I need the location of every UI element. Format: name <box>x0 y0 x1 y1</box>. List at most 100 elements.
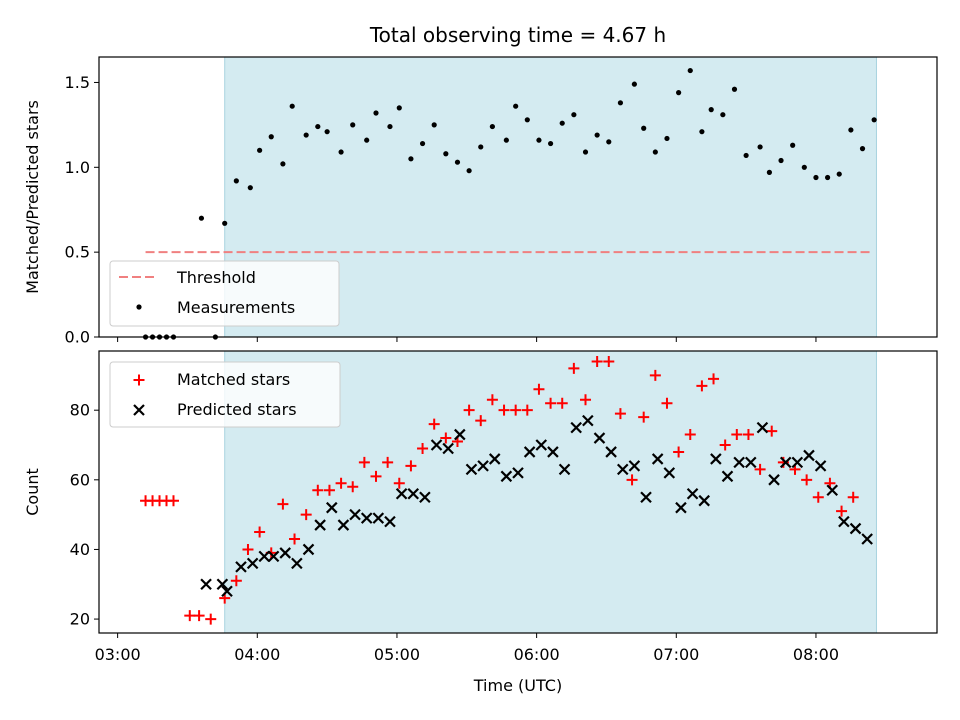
x-tick-label: 05:00 <box>374 645 420 664</box>
data-point <box>684 429 696 441</box>
data-point <box>605 446 617 458</box>
data-point <box>463 404 475 416</box>
legend: Threshold Measurements <box>109 260 340 327</box>
data-point <box>216 578 229 591</box>
legend-swatch-measurements <box>136 304 142 310</box>
data-point <box>790 142 796 148</box>
data-point <box>847 491 859 503</box>
data-point <box>754 463 766 475</box>
data-point <box>699 129 705 135</box>
data-point <box>861 533 873 545</box>
data-point <box>205 613 217 625</box>
data-point <box>475 415 487 427</box>
data-point <box>571 112 577 118</box>
data-point <box>384 515 396 528</box>
data-point <box>478 144 484 150</box>
data-point <box>370 470 382 482</box>
data-point <box>556 397 568 409</box>
data-point <box>664 135 670 142</box>
data-point <box>230 575 242 587</box>
data-point <box>559 120 565 126</box>
data-point <box>836 505 848 517</box>
data-point <box>594 132 600 138</box>
data-point <box>257 147 263 153</box>
data-point <box>489 123 495 130</box>
data-point <box>347 481 359 493</box>
data-point <box>687 67 693 74</box>
data-point <box>686 487 699 500</box>
legend-label: Threshold <box>176 268 256 287</box>
data-point <box>246 557 259 570</box>
data-point <box>358 456 370 468</box>
data-point <box>676 90 682 96</box>
data-point <box>430 439 443 451</box>
data-point <box>743 152 749 159</box>
data-point <box>247 185 253 191</box>
data-point <box>279 547 291 559</box>
legend-label: Matched stars <box>177 370 290 389</box>
data-point <box>731 86 738 92</box>
data-point <box>442 442 454 455</box>
data-point <box>395 487 408 500</box>
y-tick-label: 80 <box>70 401 90 420</box>
y-tick-label: 0.5 <box>65 243 90 262</box>
data-point <box>488 453 501 465</box>
data-point <box>696 380 708 392</box>
data-point <box>757 144 763 150</box>
data-point <box>454 159 461 165</box>
legend-label: Predicted stars <box>177 400 297 419</box>
data-point <box>626 474 638 486</box>
data-point <box>303 132 309 138</box>
data-point <box>405 460 417 472</box>
data-point <box>235 561 247 573</box>
data-point <box>849 522 862 535</box>
data-point <box>791 456 804 469</box>
data-point <box>396 105 402 111</box>
data-point <box>652 149 658 155</box>
y-axis-title: Count <box>23 468 42 516</box>
data-point <box>477 460 489 472</box>
data-point <box>503 137 509 143</box>
data-point <box>372 512 385 524</box>
legend-label: Measurements <box>177 298 295 317</box>
data-point <box>465 463 478 476</box>
data-point <box>200 578 212 591</box>
data-point <box>591 355 603 367</box>
data-point <box>616 463 629 476</box>
data-point <box>836 171 842 177</box>
data-point <box>486 394 498 406</box>
x-tick-label: 06:00 <box>514 645 560 664</box>
data-point <box>603 355 615 367</box>
data-point <box>233 178 239 184</box>
data-point <box>708 373 720 385</box>
data-point <box>698 494 710 507</box>
data-point <box>801 164 807 170</box>
data-point <box>167 495 179 507</box>
data-point <box>582 414 594 427</box>
legend-swatch-matched <box>133 374 145 386</box>
data-point <box>393 477 405 489</box>
data-point <box>221 585 233 597</box>
data-point <box>512 467 524 479</box>
data-point <box>547 446 559 458</box>
data-point <box>640 491 652 503</box>
data-point <box>719 439 731 451</box>
data-point <box>742 429 754 441</box>
data-point <box>733 456 745 469</box>
data-point <box>720 112 726 118</box>
data-point <box>443 151 449 157</box>
data-point <box>631 81 637 87</box>
data-point <box>222 220 228 226</box>
data-point <box>617 100 624 106</box>
data-point <box>673 446 685 458</box>
data-point <box>803 449 815 462</box>
data-point <box>859 146 866 152</box>
y-tick-label: 0.0 <box>65 328 90 347</box>
data-point <box>779 456 792 469</box>
data-point <box>510 404 522 416</box>
data-point <box>193 610 205 622</box>
y-axis-title: Matched/Predicted stars <box>23 100 42 294</box>
data-point <box>312 484 324 496</box>
data-point <box>614 408 626 420</box>
data-point <box>360 512 373 524</box>
